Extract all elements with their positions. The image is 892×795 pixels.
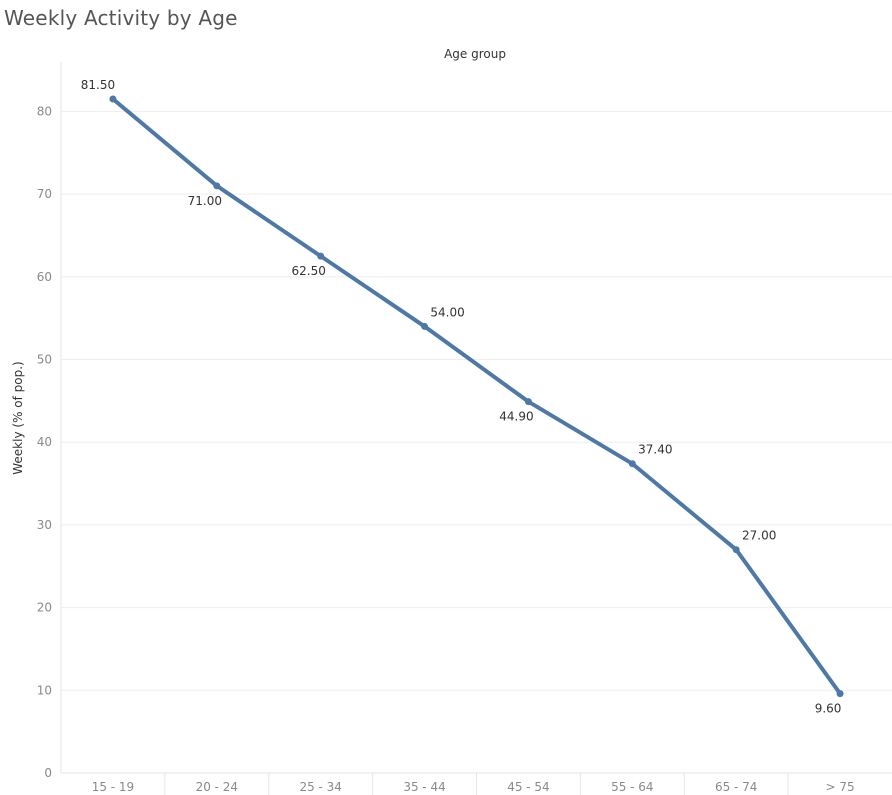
x-tick-label: 45 - 54 [507, 780, 550, 794]
data-labels: 81.50 71.00 62.50 54.00 44.90 37.40 27.00 9.60 [81, 78, 842, 716]
data-point [628, 460, 636, 468]
series-layer [109, 95, 844, 698]
x-axis-header: Age group [444, 47, 506, 61]
x-tick-label: 35 - 44 [403, 780, 446, 794]
data-label: 27.00 [742, 529, 776, 543]
y-tick-label: 50 [37, 353, 52, 367]
y-tick-label: 80 [37, 104, 52, 118]
y-tick-label: 20 [37, 601, 52, 615]
y-tick-label: 70 [37, 187, 52, 201]
axis-layer [60, 62, 892, 795]
data-point [836, 690, 844, 698]
data-point [317, 252, 325, 260]
data-label: 37.40 [638, 443, 672, 457]
x-tick-label: 55 - 64 [611, 780, 654, 794]
chart-title: Weekly Activity by Age [4, 6, 238, 30]
data-label: 71.00 [188, 194, 222, 208]
data-point [732, 546, 740, 554]
y-tick-label: 60 [37, 270, 52, 284]
grid-layer [61, 110, 892, 691]
data-point [524, 398, 532, 406]
x-tick-label: 65 - 74 [715, 780, 758, 794]
data-label: 54.00 [430, 305, 464, 319]
data-point [421, 322, 429, 330]
data-point [213, 182, 221, 190]
data-label: 9.60 [815, 702, 842, 716]
data-label: 44.90 [499, 410, 533, 424]
x-tick-label: 20 - 24 [196, 780, 239, 794]
data-label: 81.50 [81, 78, 115, 92]
x-tick-label: 15 - 19 [92, 780, 135, 794]
y-tick-labels: 0 10 20 30 40 50 60 70 80 [37, 104, 52, 780]
series-line [110, 96, 843, 696]
y-tick-label: 40 [37, 435, 52, 449]
data-point [109, 95, 117, 103]
x-tick-label: 25 - 34 [299, 780, 342, 794]
y-tick-label: 0 [44, 766, 52, 780]
y-tick-label: 10 [37, 683, 52, 697]
data-label: 62.50 [292, 264, 326, 278]
y-tick-label: 30 [37, 518, 52, 532]
x-tick-label: > 75 [825, 780, 854, 794]
x-tick-labels: 15 - 19 20 - 24 25 - 34 35 - 44 45 - 54 55 - … [92, 780, 855, 794]
